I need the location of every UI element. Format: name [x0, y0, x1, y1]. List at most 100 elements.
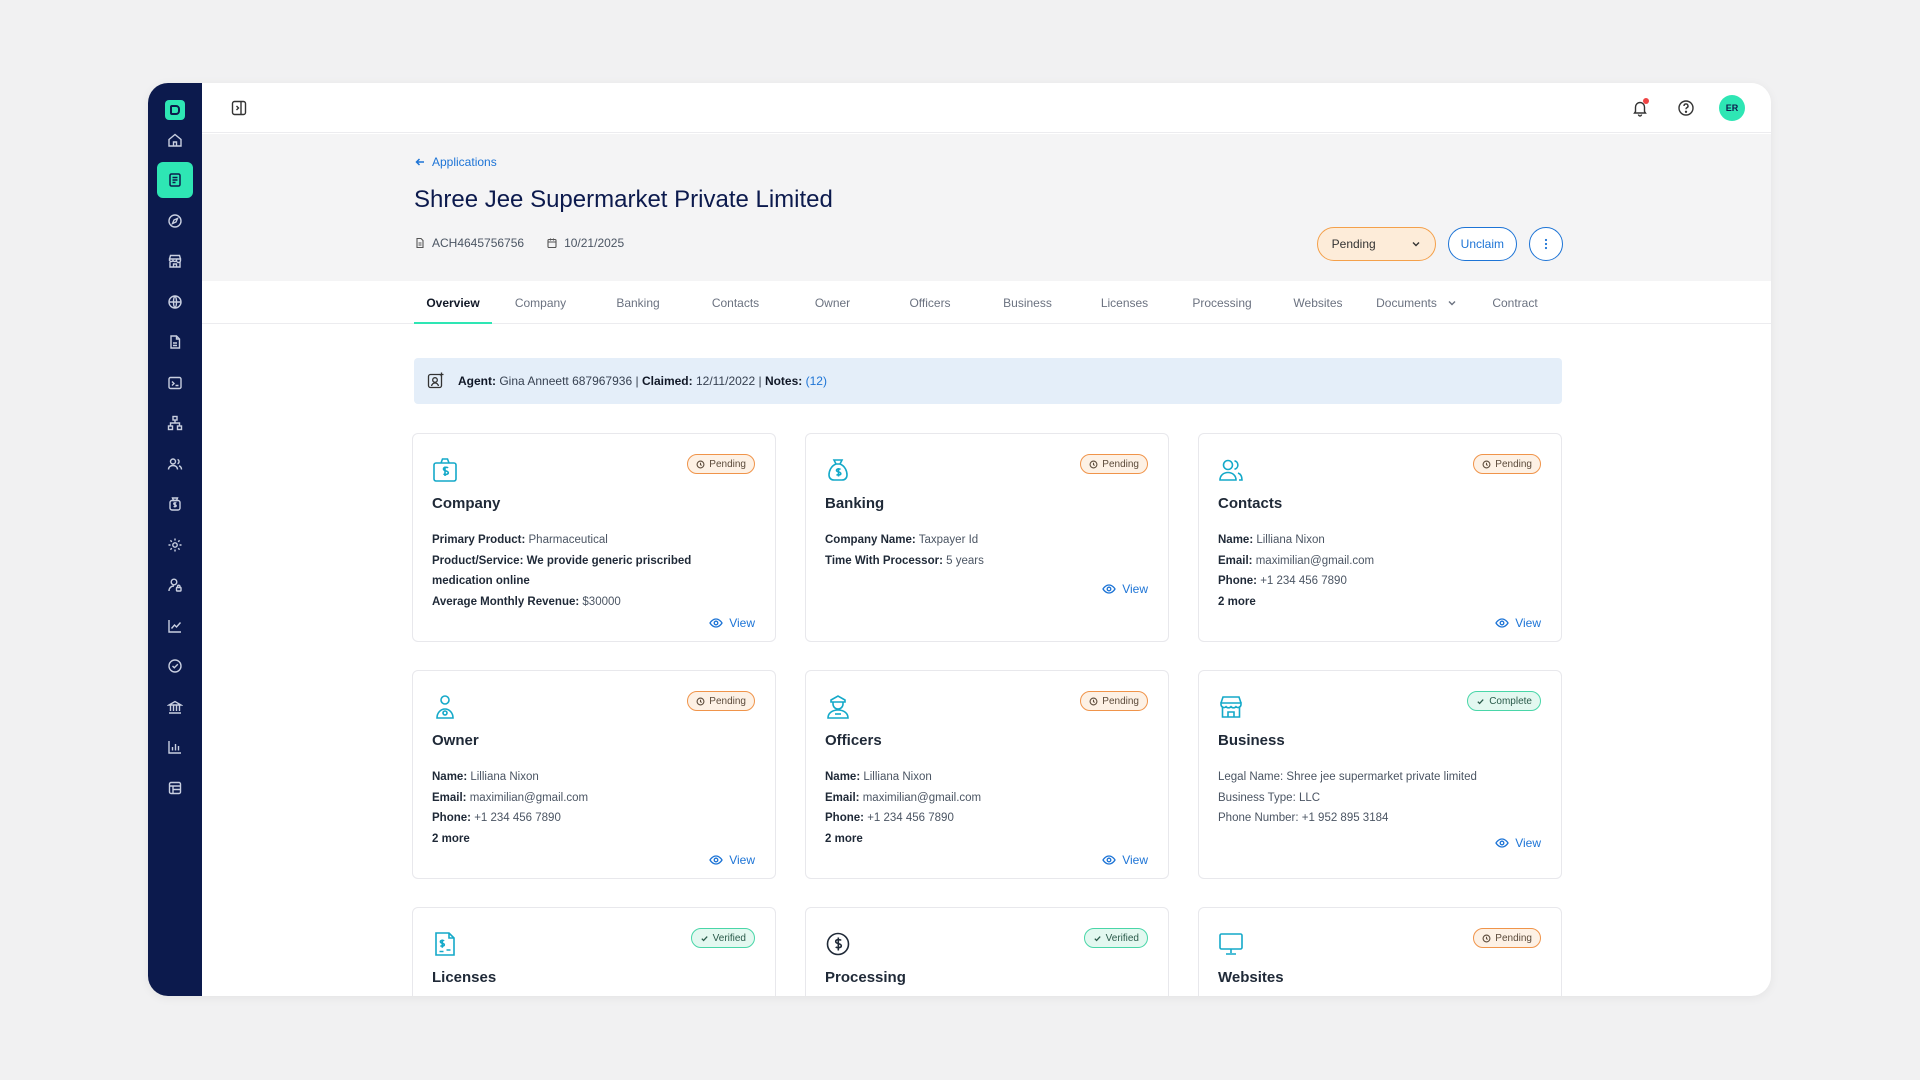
- processing-card-title: Processing: [825, 969, 906, 986]
- clock-icon: [1482, 934, 1491, 942]
- help-icon[interactable]: [1673, 95, 1699, 121]
- users-icon[interactable]: [157, 446, 193, 482]
- bank-icon[interactable]: [157, 689, 193, 725]
- tab-websites[interactable]: Websites: [1293, 295, 1343, 310]
- agent-info-bar: Agent: Gina Anneett 687967936 | Claimed:…: [414, 358, 1562, 404]
- clock-icon: [1089, 460, 1098, 468]
- product-service-label: Product/Service:: [432, 554, 524, 567]
- owner-status-text: Pending: [709, 695, 746, 707]
- more-options-button[interactable]: [1529, 227, 1563, 261]
- contacts-users-icon: [1217, 456, 1245, 484]
- licenses-card-title: Licenses: [432, 969, 497, 986]
- phone-number: Phone Number: +1 952 895 3184: [1218, 812, 1389, 824]
- email-label: Email:: [825, 791, 860, 804]
- check-circle-icon[interactable]: [157, 648, 193, 684]
- applications-icon[interactable]: [157, 162, 193, 198]
- owner-user-icon: [431, 693, 459, 721]
- time-with-processor-label: Time With Processor:: [825, 554, 943, 567]
- hierarchy-icon[interactable]: [157, 405, 193, 441]
- claimed-value: 12/11/2022: [695, 374, 756, 388]
- tab-documents[interactable]: Documents: [1365, 281, 1468, 324]
- eye-icon: [1495, 618, 1509, 628]
- business-card: Complete Business Legal Name: Shree jee …: [1198, 670, 1562, 879]
- contacts-card: Pending Contacts Name: Lilliana Nixon Em…: [1198, 433, 1562, 642]
- store-icon[interactable]: [157, 243, 193, 279]
- company-view-link[interactable]: View: [709, 616, 755, 630]
- name-value: Lilliana Nixon: [470, 771, 539, 783]
- check-icon: [1477, 698, 1484, 704]
- company-card-title: Company: [432, 495, 501, 512]
- company-status-badge: Pending: [687, 454, 755, 474]
- back-to-applications-link[interactable]: Applications: [414, 155, 497, 169]
- more-vertical-icon: [1544, 238, 1548, 250]
- globe-icon[interactable]: [157, 284, 193, 320]
- email-label: Email:: [1218, 554, 1253, 567]
- tab-owner[interactable]: Owner: [814, 295, 851, 310]
- view-label: View: [729, 616, 755, 630]
- document-icon[interactable]: [157, 324, 193, 360]
- app-logo[interactable]: [165, 100, 185, 120]
- banking-money-bag-icon: [824, 456, 852, 484]
- officers-view-link[interactable]: View: [1102, 853, 1148, 867]
- websites-monitor-icon: [1217, 930, 1245, 958]
- tab-contract[interactable]: Contract: [1492, 295, 1538, 310]
- status-dropdown[interactable]: Pending: [1316, 227, 1436, 261]
- primary-product-label: Primary Product:: [432, 534, 526, 546]
- clock-icon: [696, 460, 705, 468]
- banking-view-link[interactable]: View: [1102, 582, 1148, 596]
- processing-status-text: Verified: [1105, 932, 1139, 944]
- business-type: Business Type: LLC: [1218, 791, 1321, 804]
- websites-card-title: Websites: [1218, 969, 1284, 986]
- table-icon[interactable]: [157, 770, 193, 806]
- settings-icon[interactable]: [157, 527, 193, 563]
- sidebar-toggle-icon[interactable]: [230, 99, 248, 117]
- eye-icon: [1495, 838, 1509, 848]
- tab-contacts[interactable]: Contacts: [711, 295, 760, 310]
- websites-status-badge: Pending: [1473, 928, 1541, 948]
- avg-revenue-label: Average Monthly Revenue:: [432, 595, 580, 608]
- tab-licenses[interactable]: Licenses: [1100, 295, 1149, 310]
- tab-officers[interactable]: Officers: [909, 295, 951, 310]
- sidebar: [148, 83, 202, 996]
- notification-bell-icon[interactable]: [1627, 95, 1653, 121]
- business-view-link[interactable]: View: [1495, 836, 1541, 850]
- banking-card: Pending Banking Company Name: Taxpayer I…: [805, 433, 1169, 642]
- notes-label: Notes:: [764, 374, 803, 388]
- business-status-badge: Complete: [1467, 691, 1541, 711]
- home-icon[interactable]: [157, 122, 193, 158]
- calendar-icon: [547, 238, 557, 249]
- processing-dollar-icon: [824, 930, 852, 958]
- tab-business[interactable]: Business: [1003, 295, 1052, 310]
- header-actions: Pending Unclaim: [1316, 227, 1563, 261]
- websites-status-text: Pending: [1495, 932, 1532, 944]
- company-status-text: Pending: [709, 458, 746, 470]
- notes-count-link[interactable]: (12): [805, 374, 827, 388]
- banking-status-badge: Pending: [1080, 454, 1148, 474]
- user-avatar[interactable]: ER: [1719, 95, 1745, 121]
- eye-icon: [709, 855, 723, 865]
- application-date: 10/21/2025: [564, 236, 625, 250]
- banking-card-details: Company Name: Taxpayer Id Time With Proc…: [825, 530, 1138, 571]
- user-lock-icon[interactable]: [157, 567, 193, 603]
- company-card: Pending Company Primary Product: Pharmac…: [412, 433, 776, 642]
- trend-chart-icon[interactable]: [157, 608, 193, 644]
- bar-chart-icon[interactable]: [157, 729, 193, 765]
- time-with-processor-value: 5 years: [946, 554, 984, 567]
- tab-overview[interactable]: Overview: [414, 281, 492, 324]
- tabs-divider: [202, 323, 1771, 324]
- tab-company[interactable]: Company: [514, 295, 567, 310]
- unclaim-button[interactable]: Unclaim: [1447, 227, 1517, 261]
- contacts-view-link[interactable]: View: [1495, 616, 1541, 630]
- primary-product-value: Pharmaceutical: [528, 534, 608, 546]
- back-link-label: Applications: [432, 155, 497, 169]
- tab-processing[interactable]: Processing: [1192, 295, 1252, 310]
- company-card-details: Primary Product: Pharmaceutical Product/…: [432, 530, 745, 612]
- company-name-value: Taxpayer Id: [918, 534, 979, 546]
- owner-view-link[interactable]: View: [709, 853, 755, 867]
- compass-icon[interactable]: [157, 203, 193, 239]
- agent-label: Agent:: [458, 374, 496, 388]
- terminal-icon[interactable]: [157, 365, 193, 401]
- money-bag-icon[interactable]: [157, 486, 193, 522]
- officers-badge-icon: [824, 693, 852, 721]
- tab-banking[interactable]: Banking: [616, 295, 660, 310]
